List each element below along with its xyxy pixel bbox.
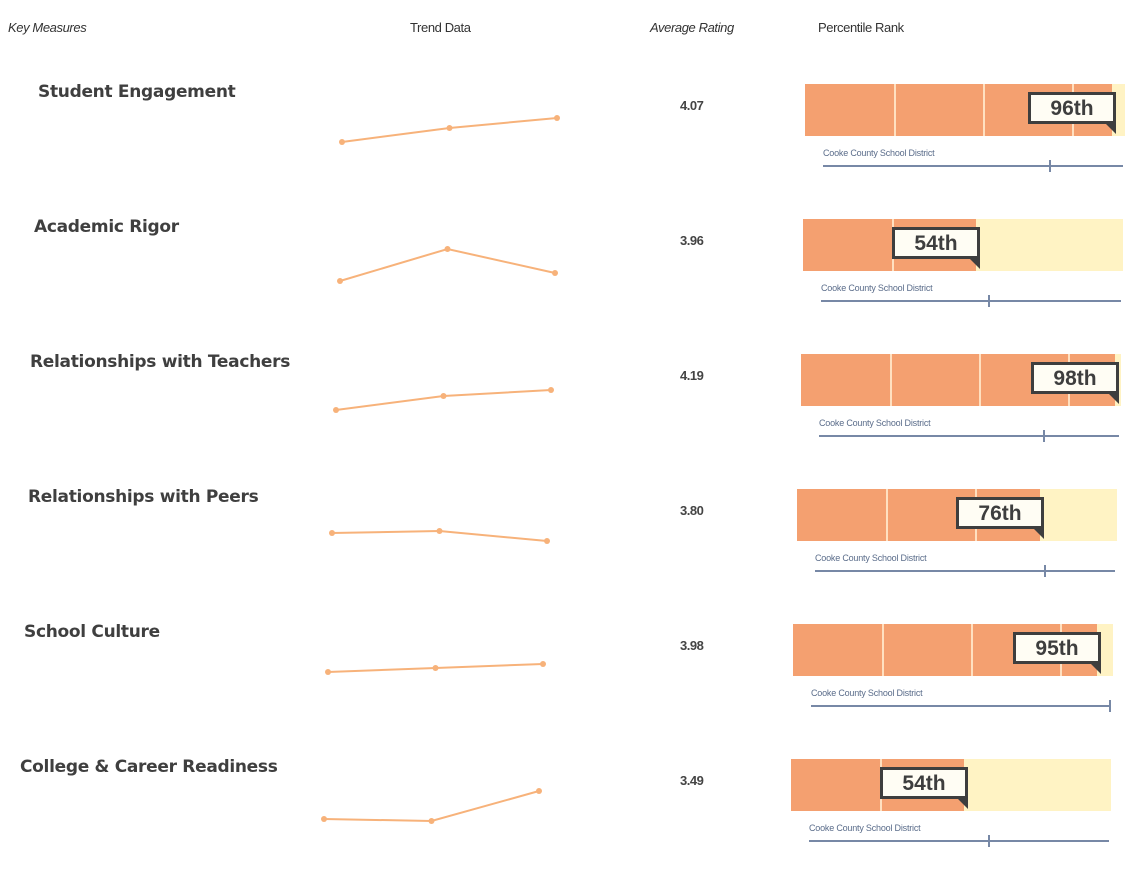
average-rating-value: 4.07 bbox=[680, 98, 704, 113]
district-line bbox=[821, 300, 1121, 302]
percentile-badge: 54th bbox=[892, 227, 980, 269]
district-label: Cooke County School District bbox=[821, 283, 933, 293]
trend-point bbox=[337, 278, 343, 284]
district-marker bbox=[1109, 700, 1111, 712]
bar-segment-divider bbox=[979, 354, 981, 406]
measure-label: Student Engagement bbox=[38, 82, 236, 102]
bar-segment-divider bbox=[983, 84, 985, 136]
bar-segment-divider bbox=[971, 624, 973, 676]
table-row: College & Career Readiness 3.49 54th Cooke … bbox=[0, 745, 1139, 875]
measure-label: Academic Rigor bbox=[34, 217, 179, 237]
trend-point bbox=[544, 538, 550, 544]
district-line bbox=[809, 840, 1109, 842]
district-line bbox=[811, 705, 1111, 707]
bar-segment-divider bbox=[890, 354, 892, 406]
percentile-badge: 96th bbox=[1028, 92, 1116, 134]
trend-line bbox=[339, 247, 556, 282]
trend-point bbox=[432, 665, 439, 671]
trend-point bbox=[554, 115, 560, 121]
district-marker bbox=[988, 295, 990, 307]
district-marker bbox=[988, 835, 990, 847]
average-rating-value: 3.49 bbox=[680, 773, 704, 788]
trend-point bbox=[428, 818, 435, 824]
trend-sparkline bbox=[321, 788, 542, 824]
percentile-badge: 98th bbox=[1031, 362, 1119, 404]
trend-point bbox=[333, 407, 339, 413]
average-rating-value: 4.19 bbox=[680, 368, 704, 383]
district-label: Cooke County School District bbox=[819, 418, 931, 428]
trend-sparkline bbox=[325, 661, 546, 675]
trend-point bbox=[325, 669, 331, 675]
district-marker bbox=[1044, 565, 1046, 577]
trend-point bbox=[321, 816, 327, 822]
district-marker bbox=[1043, 430, 1045, 442]
header-trend-data: Trend Data bbox=[410, 20, 471, 35]
bar-segment-divider bbox=[882, 624, 884, 676]
trend-point bbox=[548, 387, 554, 393]
table-row: Academic Rigor 3.96 54th Cooke County Schoo… bbox=[0, 205, 1139, 335]
table-row: Relationships with Peers 3.80 76th Cooke Co… bbox=[0, 475, 1139, 605]
trend-point bbox=[552, 270, 558, 276]
trend-sparkline bbox=[333, 387, 554, 413]
average-rating-value: 3.98 bbox=[680, 638, 704, 653]
measure-label: School Culture bbox=[24, 622, 160, 642]
table-row: School Culture 3.98 95th Cooke County Schoo… bbox=[0, 610, 1139, 740]
table-row: Relationships with Teachers 4.19 98th Cooke… bbox=[0, 340, 1139, 470]
header-average-rating: Average Rating bbox=[650, 20, 734, 35]
header-percentile-rank: Percentile Rank bbox=[818, 20, 904, 35]
measure-label: College & Career Readiness bbox=[20, 757, 278, 777]
measure-label: Relationships with Teachers bbox=[30, 352, 291, 372]
trend-line bbox=[323, 790, 540, 823]
percentile-badge: 76th bbox=[956, 497, 1044, 539]
district-line bbox=[823, 165, 1123, 167]
percentile-badge: 95th bbox=[1013, 632, 1101, 674]
trend-point bbox=[540, 661, 546, 667]
trend-point bbox=[446, 125, 453, 131]
trend-point bbox=[329, 530, 335, 536]
trend-sparkline bbox=[339, 115, 560, 145]
district-marker bbox=[1049, 160, 1051, 172]
bar-segment-divider bbox=[894, 84, 896, 136]
district-label: Cooke County School District bbox=[811, 688, 923, 698]
trend-point bbox=[436, 528, 443, 534]
district-label: Cooke County School District bbox=[809, 823, 921, 833]
measure-label: Relationships with Peers bbox=[28, 487, 259, 507]
percentile-badge: 54th bbox=[880, 767, 968, 809]
header-key-measures: Key Measures bbox=[8, 20, 87, 35]
average-rating-value: 3.80 bbox=[680, 503, 704, 518]
trend-point bbox=[440, 393, 447, 399]
trend-sparkline bbox=[329, 528, 550, 544]
district-line bbox=[815, 570, 1115, 572]
trend-sparkline bbox=[337, 246, 558, 284]
bar-segment-divider bbox=[886, 489, 888, 541]
district-label: Cooke County School District bbox=[823, 148, 935, 158]
trend-point bbox=[339, 139, 345, 145]
trend-point bbox=[444, 246, 451, 252]
district-line bbox=[819, 435, 1119, 437]
trend-point bbox=[536, 788, 542, 794]
table-row: Student Engagement 4.07 96th Cooke County S… bbox=[0, 70, 1139, 200]
average-rating-value: 3.96 bbox=[680, 233, 704, 248]
district-label: Cooke County School District bbox=[815, 553, 927, 563]
